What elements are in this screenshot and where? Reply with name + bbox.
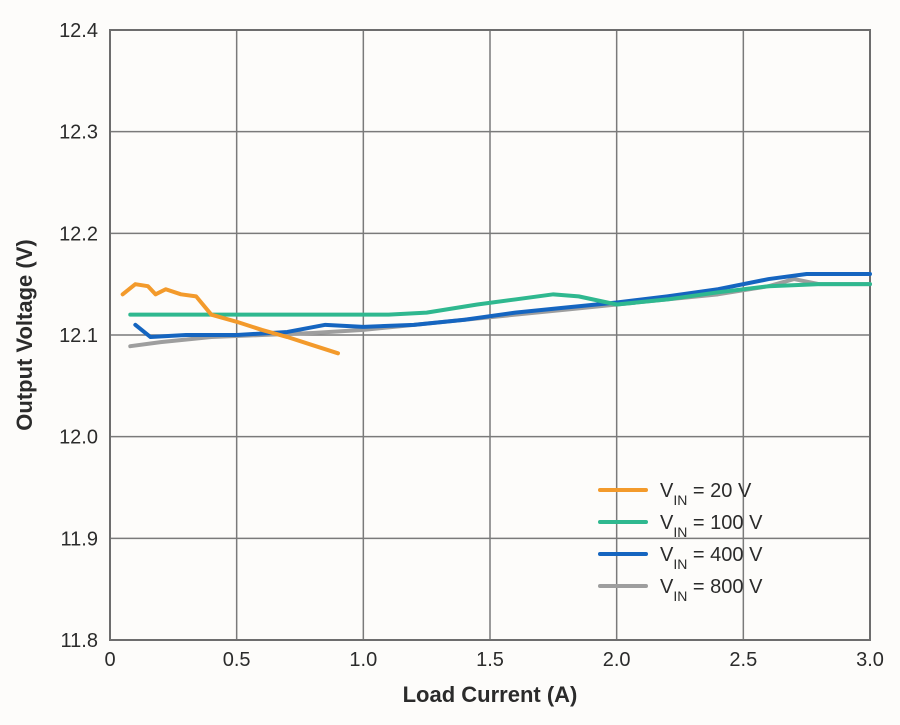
y-tick-label: 12.0 (59, 427, 98, 449)
y-tick-label: 12.1 (59, 325, 98, 347)
y-tick-label: 12.2 (59, 223, 98, 245)
x-tick-label: 0 (104, 649, 115, 671)
x-tick-label: 1.5 (476, 649, 504, 671)
x-tick-label: 2.5 (729, 649, 757, 671)
y-tick-label: 12.3 (59, 122, 98, 144)
x-tick-label: 3.0 (856, 649, 884, 671)
x-tick-label: 1.0 (349, 649, 377, 671)
y-axis-label: Output Voltage (V) (12, 239, 37, 430)
y-tick-label: 12.4 (59, 20, 98, 42)
x-tick-label: 0.5 (223, 649, 251, 671)
chart-svg: 0 0.5 1.0 1.5 2.0 2.5 3.0 11.8 11.9 12.0 12.1 12.2 1… (0, 0, 900, 725)
output-voltage-vs-load-chart: 0 0.5 1.0 1.5 2.0 2.5 3.0 11.8 11.9 12.0 12.1 12.2 1… (0, 0, 900, 725)
y-tick-label: 11.9 (61, 528, 98, 550)
x-tick-label: 2.0 (603, 649, 631, 671)
x-axis-label: Load Current (A) (403, 682, 578, 707)
y-tick-label: 11.8 (61, 630, 98, 652)
